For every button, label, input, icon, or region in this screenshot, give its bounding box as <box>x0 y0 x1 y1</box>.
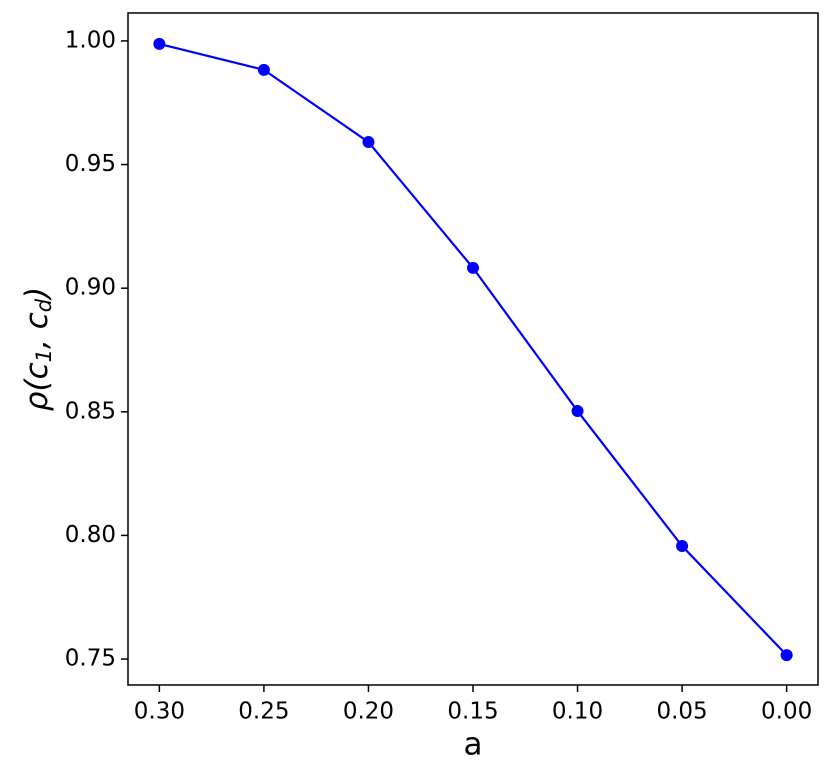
x-tick-label: 0.10 <box>552 699 603 725</box>
y-tick-label: 0.85 <box>65 398 116 424</box>
marker <box>780 649 793 662</box>
marker <box>153 37 166 50</box>
x-tick-label: 0.30 <box>134 699 185 725</box>
x-tick-label: 0.15 <box>447 699 498 725</box>
y-tick-label: 0.95 <box>65 151 116 177</box>
y-tick-label: 0.75 <box>65 646 116 672</box>
x-axis-label: a <box>464 727 483 763</box>
x-tick-label: 0.05 <box>656 699 707 725</box>
marker <box>676 540 689 553</box>
marker <box>257 63 270 76</box>
marker <box>362 136 375 149</box>
marker <box>571 405 584 418</box>
plot-frame <box>127 12 819 686</box>
x-tick-label: 0.25 <box>238 699 289 725</box>
y-tick-label: 1.00 <box>65 27 116 53</box>
y-tick-label: 0.90 <box>65 275 116 301</box>
line <box>159 42 788 656</box>
y-tick-label: 0.80 <box>65 522 116 548</box>
y-axis-label: ρ(c1, cd) <box>19 287 57 411</box>
x-tick-label: 0.00 <box>761 699 812 725</box>
marker <box>467 261 479 274</box>
x-tick-label: 0.20 <box>343 699 394 725</box>
